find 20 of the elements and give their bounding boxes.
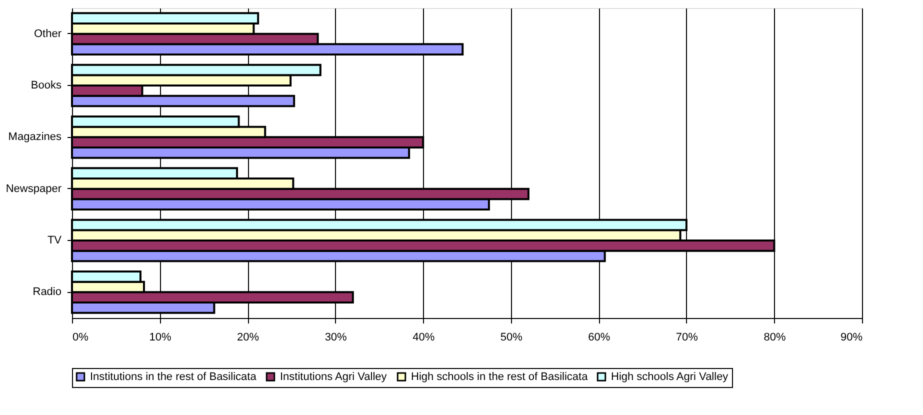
x-tick-label: 20%: [237, 332, 260, 344]
x-tick-label: 90%: [840, 332, 863, 344]
legend-label: Institutions Agri Valley: [280, 370, 388, 383]
y-tick-label: Newspaper: [6, 182, 62, 195]
x-tick-label: 60%: [588, 332, 610, 344]
y-tick-label: TV: [47, 234, 62, 246]
legend-label: High schools in the rest of Basilicata: [411, 370, 589, 383]
legend-label: High schools Agri Valley: [611, 370, 729, 383]
y-tick-label: Magazines: [8, 131, 62, 144]
x-tick-label: 40%: [412, 332, 435, 344]
legend-label: Institutions in the rest of Basilicata: [90, 370, 258, 383]
x-tick-label: 30%: [324, 332, 348, 344]
x-tick-label: 10%: [149, 332, 172, 344]
y-tick-label: Radio: [32, 286, 62, 298]
x-tick-label: 70%: [676, 332, 698, 344]
y-tick-label: Books: [30, 80, 62, 92]
y-tick-label: Other: [34, 28, 62, 40]
x-tick-label: 50%: [500, 332, 523, 344]
x-tick-label: 0%: [72, 332, 89, 344]
x-tick-label: 80%: [764, 332, 786, 344]
